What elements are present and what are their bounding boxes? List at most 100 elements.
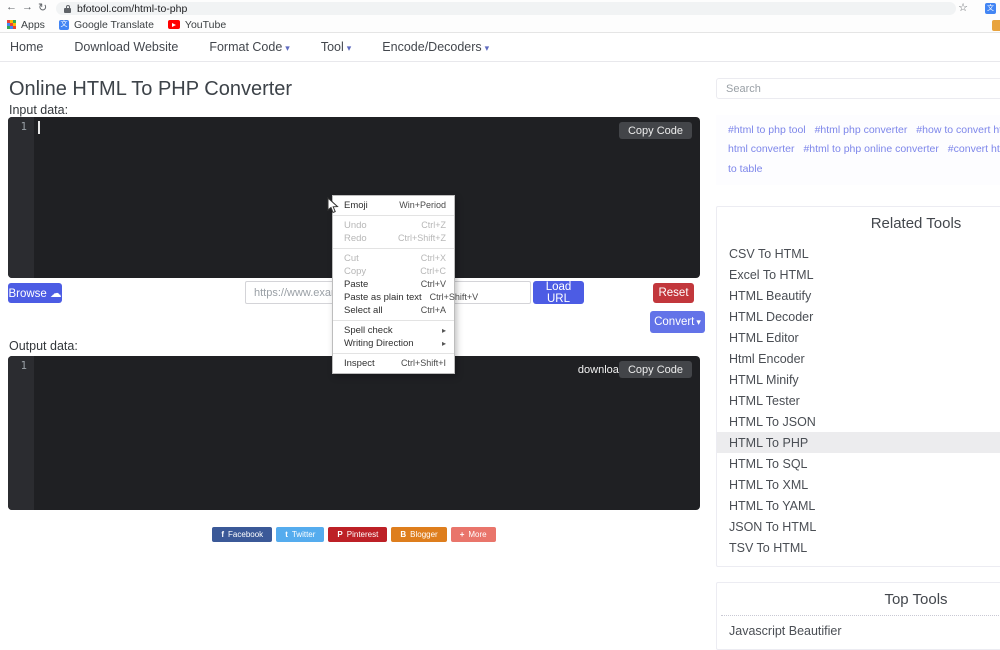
hashtag-links: #html to php tool #html php converter #h… <box>716 115 1000 186</box>
context-menu-item-spell-check[interactable]: Spell check ▸ <box>344 325 446 336</box>
nav-format-code[interactable]: Format Code ▾ <box>209 40 290 54</box>
context-menu-item-writing-direction[interactable]: Writing Direction ▸ <box>344 338 446 349</box>
reset-button[interactable]: Reset <box>653 283 694 303</box>
chevron-down-icon: ▾ <box>696 317 701 327</box>
share-blogger-button[interactable]: B Blogger <box>391 527 447 542</box>
refresh-icon[interactable]: ↻ <box>38 2 48 14</box>
context-menu-item-redo[interactable]: Redo Ctrl+Shift+Z <box>344 233 446 244</box>
share-facebook-button[interactable]: f Facebook <box>212 527 273 542</box>
context-menu-item-undo[interactable]: Undo Ctrl+Z <box>344 220 446 231</box>
pinterest-icon: P <box>337 530 343 539</box>
bookmark-star-icon[interactable]: ☆ <box>958 2 968 14</box>
hashtag-link[interactable]: #html to php tool <box>728 124 806 136</box>
social-share-row: f Facebook t Twitter P Pinterest B Blogger +… <box>0 527 708 542</box>
blogger-icon: B <box>400 530 407 539</box>
address-bar[interactable]: bfotool.com/html-to-php <box>56 2 956 15</box>
related-tool-html-to-json[interactable]: HTML To JSON <box>729 414 816 429</box>
bookmark-google-translate[interactable]: 文 Google Translate <box>58 18 154 31</box>
hashtag-link[interactable]: #html to php online converter <box>803 143 939 156</box>
related-tool-html-minify[interactable]: HTML Minify <box>729 372 799 387</box>
menu-separator <box>333 248 454 249</box>
output-data-label: Output data: <box>9 339 78 353</box>
related-tool-html-decoder[interactable]: HTML Decoder <box>729 309 814 324</box>
browse-button[interactable]: Browse ☁ <box>8 283 62 303</box>
chevron-down-icon: ▾ <box>346 43 352 53</box>
menu-separator <box>333 215 454 216</box>
text-caret <box>38 121 40 134</box>
line-number-gutter: 1 <box>8 356 34 510</box>
back-icon[interactable]: ← <box>6 1 17 13</box>
related-tool-tsv-to-html[interactable]: TSV To HTML <box>729 540 808 555</box>
related-tool-excel-to-html[interactable]: Excel To HTML <box>729 267 814 282</box>
related-tool-json-to-html[interactable]: JSON To HTML <box>729 519 817 534</box>
context-menu-item-copy[interactable]: Copy Ctrl+C <box>344 266 446 277</box>
menu-separator <box>333 320 454 321</box>
menu-separator <box>333 353 454 354</box>
twitter-icon: t <box>285 530 288 539</box>
submenu-arrow-icon: ▸ <box>441 339 446 348</box>
download-button[interactable]: download <box>577 364 625 376</box>
context-menu-item-paste-plain[interactable]: Paste as plain text Ctrl+Shift+V <box>344 292 479 303</box>
related-tool-html-to-sql[interactable]: HTML To SQL <box>729 456 808 471</box>
bookmarks-bar: Apps 文 Google Translate YouTube <box>0 17 1000 33</box>
context-menu: Emoji Win+Period Undo Ctrl+Z Redo Ctrl+Shif… <box>332 195 479 374</box>
share-twitter-button[interactable]: t Twitter <box>276 527 325 542</box>
hashtag-link[interactable]: #online html converter <box>728 143 795 156</box>
hashtag-link[interactable]: #convert html data to php <box>947 143 1000 156</box>
output-code-editor[interactable]: 1 download Copy Code <box>8 356 700 510</box>
bookmark-youtube[interactable]: YouTube <box>167 19 226 31</box>
context-menu-item-emoji[interactable]: Emoji Win+Period <box>344 200 446 211</box>
related-tool-html-to-xml[interactable]: HTML To XML <box>729 477 809 492</box>
mouse-cursor-icon <box>327 197 339 214</box>
related-tool-csv-to-html[interactable]: CSV To HTML <box>729 246 809 261</box>
youtube-icon <box>167 20 180 29</box>
copy-code-button[interactable]: Copy Code <box>618 122 692 139</box>
context-menu-item-select-all[interactable]: Select all Ctrl+A <box>344 305 446 316</box>
top-tools-card: Top Tools Javascript Beautifier <box>716 582 1000 650</box>
hashtag-link[interactable]: #html php converter <box>814 124 908 136</box>
top-tools-heading: Top Tools <box>884 591 948 609</box>
site-nav: Home Download Website Format Code ▾ Tool ▾… <box>0 33 1000 62</box>
google-translate-icon: 文 <box>58 19 69 30</box>
apps-grid-icon <box>7 20 16 29</box>
line-number-gutter: 1 <box>8 117 34 278</box>
chevron-down-icon: ▾ <box>484 43 490 53</box>
lock-icon <box>64 4 71 13</box>
nav-download-website[interactable]: Download Website <box>74 40 179 54</box>
context-menu-item-inspect[interactable]: Inspect Ctrl+Shift+I <box>344 358 446 369</box>
copy-code-button[interactable]: Copy Code <box>618 361 692 378</box>
forward-icon[interactable]: → <box>22 1 33 13</box>
plus-icon: + <box>459 530 465 539</box>
nav-home[interactable]: Home <box>10 40 44 54</box>
share-pinterest-button[interactable]: P Pinterest <box>328 527 388 542</box>
related-tool-html-editor[interactable]: HTML Editor <box>729 330 799 345</box>
load-url-button[interactable]: Load URL <box>533 281 584 305</box>
context-menu-item-paste[interactable]: Paste Ctrl+V <box>344 279 446 290</box>
related-tools-card: Related Tools CSV To HTML Excel To HTML … <box>716 206 1000 568</box>
search-input[interactable] <box>716 78 1000 99</box>
related-tool-html-to-yaml[interactable]: HTML To YAML <box>729 498 816 513</box>
related-tools-heading: Related Tools <box>870 215 962 233</box>
bookmark-apps[interactable]: Apps <box>7 19 45 31</box>
nav-encode-decoders[interactable]: Encode/Decoders ▾ <box>382 40 490 54</box>
sidebar: #html to php tool #html php converter #h… <box>716 78 1000 650</box>
related-tool-html-beautify[interactable]: HTML Beautify <box>729 288 812 303</box>
related-tool-html-to-php[interactable]: HTML To PHP <box>717 432 1000 454</box>
translate-extension-icon[interactable]: 文 <box>985 2 996 14</box>
page-title: Online HTML To PHP Converter <box>9 78 293 100</box>
related-tool-html-encoder[interactable]: Html Encoder <box>729 351 805 366</box>
input-data-label: Input data: <box>9 103 69 117</box>
upload-cloud-icon: ☁ <box>50 288 62 300</box>
hashtag-link[interactable]: #how to convert html to php <box>916 124 1000 136</box>
extension-icon[interactable] <box>992 20 1000 31</box>
chevron-down-icon: ▾ <box>285 43 290 53</box>
facebook-icon: f <box>221 530 225 539</box>
nav-tool[interactable]: Tool ▾ <box>320 40 352 54</box>
related-tool-html-tester[interactable]: HTML Tester <box>729 393 800 408</box>
context-menu-item-cut[interactable]: Cut Ctrl+X <box>344 253 446 264</box>
top-tool-javascript-beautifier[interactable]: Javascript Beautifier <box>729 623 842 638</box>
convert-button[interactable]: Convert ▾ <box>650 311 705 333</box>
hashtag-link[interactable]: #csv to table <box>728 162 763 175</box>
url-text[interactable]: bfotool.com/html-to-php <box>77 2 188 15</box>
share-more-button[interactable]: + More <box>450 527 496 542</box>
